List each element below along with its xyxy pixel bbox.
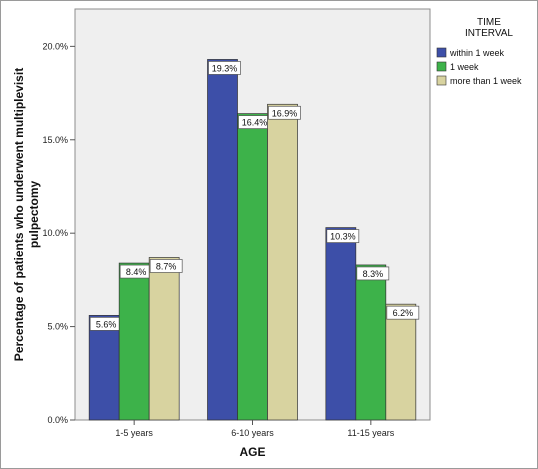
legend-entry-label: 1 week: [450, 62, 479, 72]
x-tick-label: 6-10 years: [231, 428, 274, 438]
data-label: 16.9%: [268, 105, 301, 120]
x-axis-label: AGE: [239, 445, 265, 459]
legend: TIME INTERVAL within 1 week 1 week more th…: [436, 17, 522, 86]
data-label-text: 6.2%: [393, 308, 414, 318]
y-tick-label: 15.0%: [42, 135, 68, 145]
bar: [207, 59, 238, 421]
legend-title-line-2: INTERVAL: [465, 28, 513, 39]
data-label: 16.4%: [238, 115, 271, 129]
data-label-text: 16.4%: [242, 118, 268, 128]
bar: [385, 303, 417, 421]
data-label-box: [326, 229, 360, 243]
x-axis: 1-5 years 6-10 years 11-15 years: [115, 420, 395, 438]
bar: [237, 113, 268, 421]
data-label-text: 19.3%: [212, 63, 238, 73]
legend-entry-label: within 1 week: [449, 48, 505, 58]
data-label: 19.3%: [208, 61, 241, 75]
bar: [325, 227, 357, 421]
x-tick-label: 1-5 years: [115, 428, 153, 438]
legend-swatch: [436, 61, 447, 72]
data-label-box: [268, 105, 301, 120]
legend-swatch: [436, 47, 447, 58]
data-label-text: 8.7%: [156, 261, 177, 271]
y-tick-label: 5.0%: [47, 322, 68, 332]
data-label-box: [208, 61, 241, 75]
data-label: 5.6%: [89, 317, 123, 331]
legend-title-line-1: TIME: [477, 17, 501, 28]
y-axis-label-line-2: pulpectomy: [27, 181, 41, 249]
data-label-text: 8.4%: [126, 267, 147, 277]
data-label-text: 10.3%: [330, 232, 356, 242]
y-axis-label-line-1: Percentage of patients who underwent mul…: [12, 68, 26, 361]
data-label: 8.4%: [119, 264, 153, 279]
bar: [88, 315, 120, 421]
data-label: 8.3%: [356, 266, 390, 281]
data-label: 8.7%: [149, 259, 183, 273]
data-label-text: 5.6%: [96, 319, 117, 329]
y-tick-label: 20.0%: [42, 41, 68, 51]
data-label-box: [149, 259, 183, 273]
data-label: 6.2%: [386, 305, 420, 320]
data-label: 10.3%: [326, 229, 360, 243]
data-label-text: 8.3%: [363, 269, 384, 279]
bars-group: 5.6% 8.4% 8.7% 19.3% 16.4% 16.9% 10.3% 8.3% 6.2%: [88, 59, 420, 421]
data-label-text: 16.9%: [272, 108, 298, 118]
y-axis: 0.0% 5.0% 10.0% 15.0% 20.0%: [42, 41, 75, 425]
bar: [267, 103, 298, 421]
data-label-box: [386, 305, 420, 320]
y-tick-label: 10.0%: [42, 228, 68, 238]
y-tick-label: 0.0%: [47, 415, 68, 425]
bar: [355, 264, 387, 421]
bar: [148, 257, 180, 421]
legend-entry-label: more than 1 week: [450, 76, 522, 86]
data-label-box: [356, 266, 390, 281]
x-tick-label: 11-15 years: [347, 428, 394, 438]
bar: [118, 262, 150, 421]
legend-swatch: [436, 75, 447, 86]
